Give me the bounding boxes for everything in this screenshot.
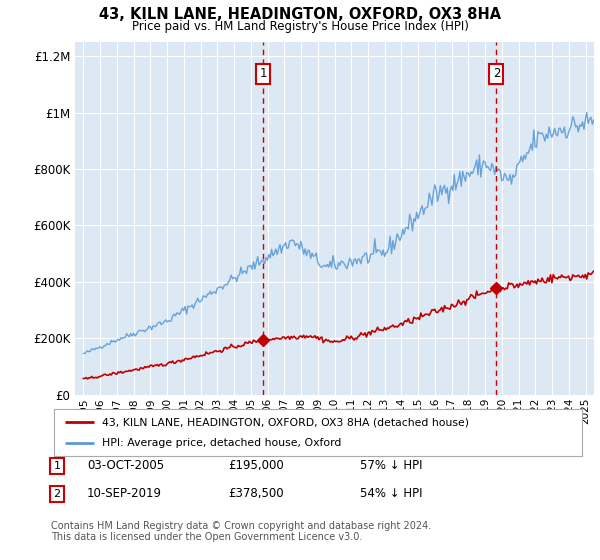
Text: 10-SEP-2019: 10-SEP-2019 xyxy=(87,487,162,501)
Text: 1: 1 xyxy=(260,67,267,80)
Text: 43, KILN LANE, HEADINGTON, OXFORD, OX3 8HA (detached house): 43, KILN LANE, HEADINGTON, OXFORD, OX3 8… xyxy=(101,417,469,427)
Text: 54% ↓ HPI: 54% ↓ HPI xyxy=(360,487,422,501)
Text: 2: 2 xyxy=(53,489,61,499)
Text: 57% ↓ HPI: 57% ↓ HPI xyxy=(360,459,422,473)
Text: Price paid vs. HM Land Registry's House Price Index (HPI): Price paid vs. HM Land Registry's House … xyxy=(131,20,469,32)
Text: 1: 1 xyxy=(53,461,61,471)
Text: £195,000: £195,000 xyxy=(228,459,284,473)
Text: £378,500: £378,500 xyxy=(228,487,284,501)
Text: 2: 2 xyxy=(493,67,500,80)
Text: 03-OCT-2005: 03-OCT-2005 xyxy=(87,459,164,473)
Text: HPI: Average price, detached house, Oxford: HPI: Average price, detached house, Oxfo… xyxy=(101,438,341,448)
Text: 43, KILN LANE, HEADINGTON, OXFORD, OX3 8HA: 43, KILN LANE, HEADINGTON, OXFORD, OX3 8… xyxy=(99,7,501,22)
Text: Contains HM Land Registry data © Crown copyright and database right 2024.
This d: Contains HM Land Registry data © Crown c… xyxy=(51,521,431,543)
